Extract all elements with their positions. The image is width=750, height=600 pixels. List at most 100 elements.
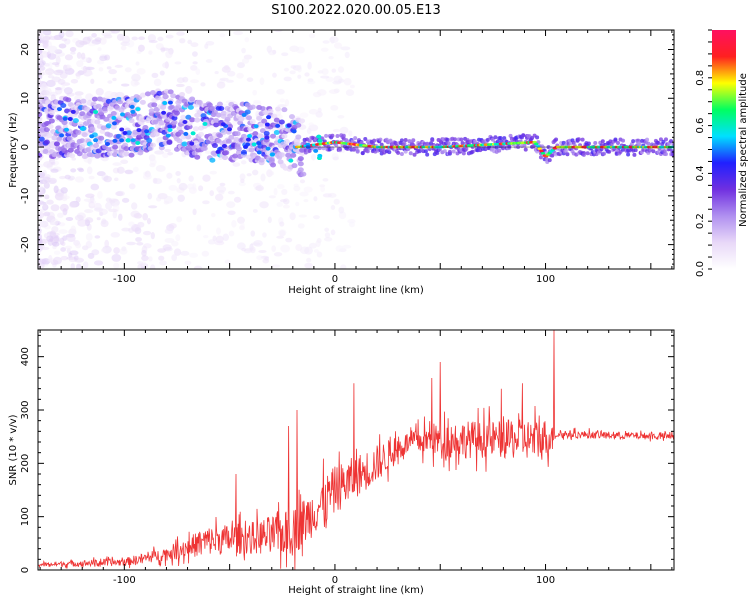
spectrogram-cell	[246, 173, 252, 177]
spectrogram-cell	[307, 61, 312, 70]
spectrogram-cell	[43, 161, 53, 168]
spectrogram-cell	[47, 53, 57, 60]
spectrogram-cell	[322, 177, 329, 182]
spectrogram-cell	[56, 107, 62, 112]
spectrogram-x-tick-label: 0	[332, 274, 338, 285]
spectrogram-cell	[69, 153, 76, 159]
spectrogram-cell	[313, 196, 318, 202]
spectrogram-cell	[239, 173, 246, 181]
spectrogram-cell	[98, 135, 105, 141]
spectrogram-cell	[330, 204, 336, 210]
spectrogram-cell	[75, 130, 82, 136]
spectrogram-cell	[461, 151, 466, 156]
spectrogram-cell	[289, 212, 296, 221]
spectrogram-cell	[330, 105, 339, 111]
spectrogram-cell	[225, 138, 232, 144]
spectrogram-cell	[299, 118, 306, 124]
spectrogram-cell	[119, 127, 125, 132]
spectrogram-cell	[290, 65, 297, 69]
spectrogram-cell	[163, 200, 170, 205]
spectrogram-cell	[268, 156, 275, 162]
spectrogram-cell	[631, 139, 636, 144]
spectrogram-cell	[275, 123, 281, 128]
spectrogram-cell	[306, 257, 312, 263]
spectrogram-cell	[179, 92, 186, 98]
spectrogram-cell	[165, 133, 171, 138]
spectrogram-cell	[184, 260, 192, 265]
spectrogram-cell	[149, 142, 156, 148]
spectrogram-cell	[304, 246, 313, 255]
spectrogram-cell	[57, 212, 64, 218]
spectrogram-cell	[74, 176, 85, 183]
spectrogram-cell	[315, 240, 321, 248]
spectrogram-cell	[252, 89, 258, 96]
spectrogram-cell	[663, 137, 668, 142]
spectrogram-cell	[290, 152, 297, 158]
spectrogram-cell	[459, 137, 464, 142]
spectrogram-cell	[76, 51, 82, 59]
spectrogram-cell	[270, 152, 276, 157]
spectrogram-cell	[95, 103, 102, 109]
spectrogram-cell	[154, 150, 165, 155]
spectrogram-cell	[238, 181, 246, 187]
spectrogram-cell	[131, 36, 138, 41]
spectrogram-cell	[585, 151, 590, 156]
spectrogram-cell	[280, 244, 291, 253]
spectrogram-cell	[61, 197, 68, 202]
spectrogram-cell	[216, 185, 227, 193]
spectrogram-cell	[276, 201, 283, 207]
spectrogram-cell	[120, 159, 129, 164]
spectrogram-cell	[651, 149, 656, 154]
spectrogram-cell	[105, 98, 112, 104]
spectrogram-cell	[220, 110, 227, 116]
spectrogram-cell	[663, 152, 668, 157]
spectrogram-cell	[626, 152, 631, 157]
spectrogram-cell	[161, 110, 167, 115]
spectrogram-cell	[299, 191, 309, 197]
spectrogram-cell	[576, 137, 581, 142]
spectrogram-cell	[176, 138, 183, 144]
spectrogram-cell	[125, 130, 132, 136]
spectrogram-cell	[160, 47, 170, 51]
spectrogram-cell	[162, 244, 172, 251]
spectrogram-cell	[47, 75, 55, 79]
spectrogram-cell	[113, 247, 120, 255]
colorbar-tick-label: 0.8	[695, 70, 706, 86]
spectrogram-cell	[112, 138, 118, 143]
spectrogram-cell	[94, 119, 101, 125]
spectrogram-cell	[128, 118, 135, 124]
spectrogram-cell	[297, 156, 304, 162]
spectrogram-cell	[281, 52, 289, 57]
spectrogram-cell	[167, 124, 173, 129]
spectrogram-cell	[342, 244, 352, 249]
spectrogram-cell	[107, 151, 114, 157]
spectrogram-cell	[84, 217, 94, 224]
spectrogram-cell	[148, 50, 153, 55]
spectrogram-cell	[148, 40, 158, 44]
spectrogram-cell	[345, 89, 355, 96]
spectrogram-cell	[281, 133, 288, 139]
spectrogram-cell	[565, 152, 570, 157]
spectrogram-cell	[144, 129, 150, 134]
spectrogram-cell	[228, 230, 235, 237]
spectrogram-cell	[98, 67, 104, 72]
spectrogram-cell	[147, 34, 157, 42]
spectrogram-cell	[218, 105, 225, 111]
spectrogram-cell	[264, 122, 270, 127]
spectrogram-cell	[241, 247, 247, 252]
spectrogram-cell	[135, 107, 141, 112]
spectrogram-cell	[250, 230, 256, 237]
spectrogram-cell	[322, 40, 330, 44]
spectrogram-cell	[200, 82, 206, 87]
colorbar-tick-label: 0.6	[695, 118, 706, 134]
spectrogram-cell	[195, 266, 200, 269]
spectrogram-cell	[333, 42, 343, 49]
spectrogram-cell	[173, 248, 182, 256]
spectrogram-cell	[132, 166, 139, 172]
spectrogram-cell	[372, 138, 377, 143]
spectrogram-cell	[181, 141, 188, 147]
spectrogram-cell	[90, 78, 95, 85]
spectrogram-cell	[107, 132, 114, 138]
spectrogram-cell	[264, 135, 270, 140]
spectrogram-cell	[541, 145, 546, 150]
